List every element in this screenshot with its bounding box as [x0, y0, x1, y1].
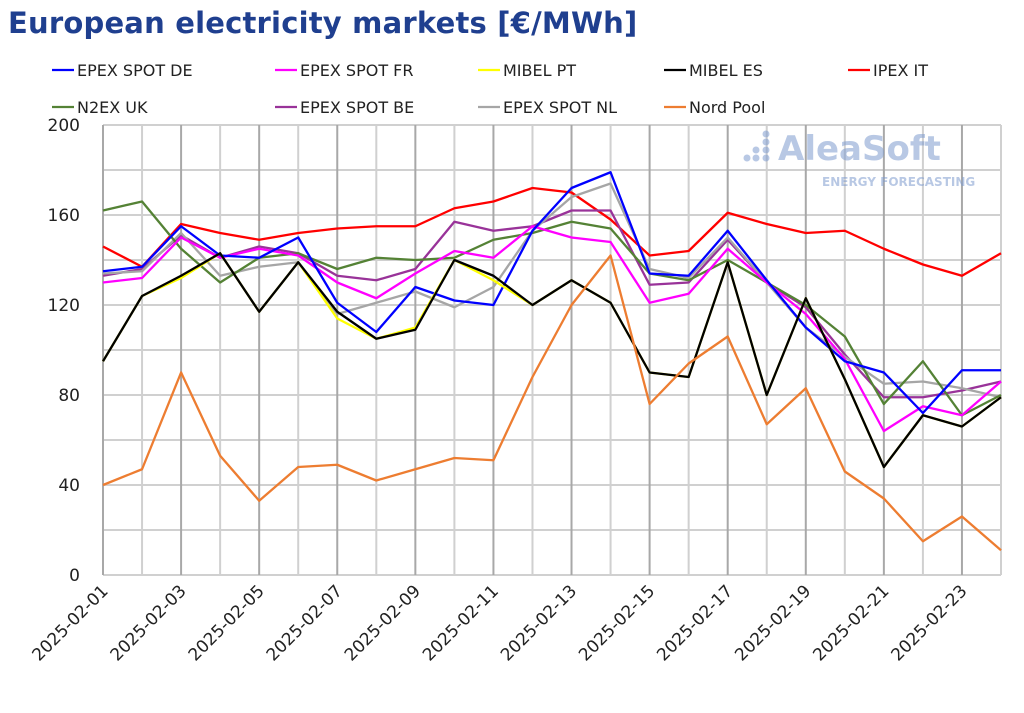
series-line-epex-spot-nl — [102, 182, 1002, 399]
legend-label: EPEX SPOT NL — [503, 98, 617, 117]
legend-label: N2EX UK — [77, 98, 148, 117]
legend-label: EPEX SPOT FR — [300, 61, 414, 80]
x-tick-label: 2025-02-13 — [497, 581, 581, 665]
y-tick-label: 80 — [58, 386, 80, 406]
x-tick-label: 2025-02-15 — [575, 581, 659, 665]
x-tick-label: 2025-02-17 — [653, 581, 737, 665]
watermark-tagline: ENERGY FORECASTING — [822, 175, 975, 189]
series-line-epex-spot-be — [102, 209, 1002, 399]
y-tick-label: 120 — [48, 296, 80, 316]
x-tick-label: 2025-02-05 — [185, 581, 269, 665]
watermark-brand: AleaSoft — [778, 129, 941, 169]
series-line-ipex-it — [102, 186, 1002, 277]
grid — [102, 124, 1002, 576]
x-tick-label: 2025-02-07 — [263, 581, 347, 665]
y-tick-label: 160 — [48, 206, 80, 226]
series-group — [102, 171, 1002, 552]
legend-label: MIBEL PT — [503, 61, 576, 80]
x-tick-label: 2025-02-09 — [341, 581, 425, 665]
x-tick-label: 2025-02-11 — [419, 581, 503, 665]
legend-label: EPEX SPOT BE — [300, 98, 414, 117]
legend-label: MIBEL ES — [689, 61, 763, 80]
y-tick-label: 40 — [58, 476, 80, 496]
series-line-mibel-pt — [102, 252, 1002, 469]
series-line-epex-spot-fr — [102, 225, 1002, 433]
x-tick-label: 2025-02-21 — [809, 581, 893, 665]
legend: EPEX SPOT DE EPEX SPOT FR MIBEL PT MIBEL ES… — [52, 61, 928, 117]
x-tick-label: 2025-02-01 — [29, 581, 113, 665]
x-tick-label: 2025-02-03 — [107, 581, 191, 665]
watermark-logo: AleaSoft ENERGY FORECASTING — [743, 129, 975, 189]
legend-label: IPEX IT — [873, 61, 928, 80]
x-tick-label: 2025-02-23 — [887, 581, 971, 665]
aleasoft-dots-icon — [743, 130, 770, 162]
x-tick-label: 2025-02-19 — [731, 581, 815, 665]
series-line-epex-spot-de — [102, 171, 1001, 415]
series-line-mibel-es — [102, 252, 1002, 469]
series-line-n2ex-uk — [102, 200, 1002, 417]
y-tick-label: 0 — [69, 566, 80, 586]
chart-title: European electricity markets [€/MWh] — [8, 6, 638, 40]
series-line-nord-pool — [102, 254, 1002, 552]
x-axis-ticks: 2025-02-012025-02-032025-02-052025-02-07… — [29, 581, 972, 665]
legend-label: Nord Pool — [689, 98, 765, 117]
legend-label: EPEX SPOT DE — [77, 61, 193, 80]
y-tick-label: 200 — [48, 116, 80, 136]
y-axis-ticks: 0 40 80 120 160 200 — [48, 116, 80, 586]
